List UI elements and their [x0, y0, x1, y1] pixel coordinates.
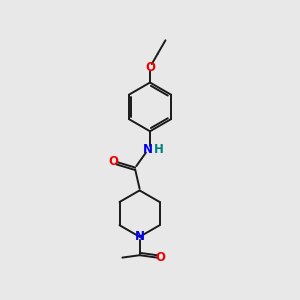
Text: O: O	[145, 61, 155, 74]
Text: O: O	[108, 155, 118, 168]
Text: N: N	[135, 230, 145, 243]
Text: N: N	[142, 143, 153, 156]
Text: O: O	[156, 251, 166, 264]
Text: H: H	[153, 143, 163, 156]
